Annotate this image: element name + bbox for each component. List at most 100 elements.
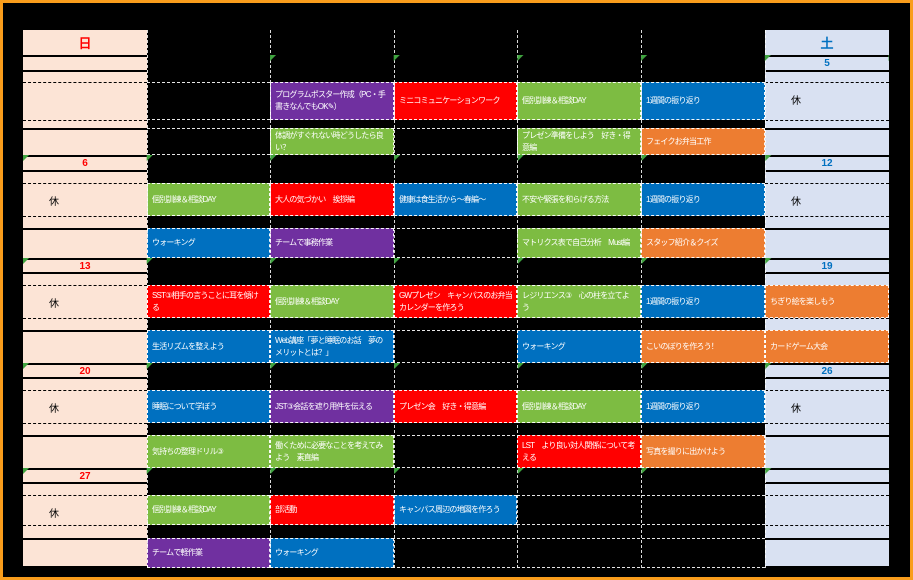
rest-label[interactable]: 休 (765, 390, 889, 423)
event-cell[interactable]: チームで事務作業 (270, 228, 394, 258)
event-cell[interactable]: ちぎり絵を楽しもう (765, 285, 889, 318)
event-cell[interactable]: カードゲーム大会 (765, 330, 889, 363)
rest-label[interactable]: 休 (23, 285, 147, 318)
saturday-date[interactable]: 5 (765, 55, 889, 70)
event-cell[interactable]: 気持ちの整理ドリル③ (147, 435, 270, 468)
event-cell[interactable]: 部活動 (270, 495, 394, 525)
sunday-date[interactable]: 27 (23, 468, 147, 482)
event-cell[interactable]: 個別訓練＆相談DAY (517, 390, 641, 423)
event-cell[interactable]: 1週間の振り返り (641, 390, 765, 423)
sunday-cell[interactable] (23, 377, 147, 390)
row-guide (147, 330, 765, 363)
sunday-cell[interactable] (23, 70, 147, 82)
sunday-cell[interactable] (23, 318, 147, 330)
event-cell[interactable]: チームで軽作業 (147, 538, 270, 568)
event-cell[interactable]: こいのぼりを作ろう！ (641, 330, 765, 363)
row-guide (147, 435, 765, 468)
sunday-cell[interactable] (23, 120, 147, 128)
saturday-cell[interactable] (765, 120, 889, 128)
saturday-cell[interactable] (765, 272, 889, 285)
saturday-cell[interactable] (765, 468, 889, 482)
event-cell[interactable]: 個別訓練＆相談DAY (147, 495, 270, 525)
saturday-cell[interactable] (765, 170, 889, 183)
saturday-header: 土 (765, 30, 889, 55)
sunday-cell[interactable] (23, 538, 147, 568)
event-cell[interactable]: 1週間の振り返り (641, 82, 765, 120)
rest-label[interactable]: 休 (23, 495, 147, 525)
event-cell[interactable]: 個別訓練＆相談DAY (147, 183, 270, 216)
cell-flag-markers (23, 363, 889, 369)
sunday-cell[interactable] (23, 525, 147, 538)
event-cell[interactable]: フェイクお弁当工作 (641, 128, 765, 155)
event-cell[interactable]: プログラムポスター作成（PC・手書きなんでもOK✎） (270, 82, 394, 120)
saturday-cell[interactable] (765, 495, 889, 525)
event-cell[interactable]: レジリエンス③ 心の柱を立てよう (517, 285, 641, 318)
sunday-cell[interactable] (23, 272, 147, 285)
saturday-cell[interactable] (765, 538, 889, 568)
event-cell[interactable]: プレゼン準備をしよう 好き・得意編 (517, 128, 641, 155)
saturday-cell[interactable] (765, 423, 889, 435)
sunday-cell[interactable] (23, 435, 147, 468)
event-cell[interactable]: 生活リズムを整えよう (147, 330, 270, 363)
event-cell[interactable]: JST③会話を遮り用件を伝える (270, 390, 394, 423)
rest-label[interactable]: 休 (765, 82, 889, 120)
saturday-cell[interactable] (765, 128, 889, 155)
event-cell[interactable]: 1週間の振り返り (641, 183, 765, 216)
rest-label[interactable]: 休 (23, 183, 147, 216)
sunday-cell[interactable] (23, 423, 147, 435)
event-cell[interactable]: 写真を撮りに出かけよう (641, 435, 765, 468)
saturday-cell[interactable] (765, 435, 889, 468)
event-cell[interactable]: 大人の気づかい 挨拶編 (270, 183, 394, 216)
saturday-cell[interactable] (765, 525, 889, 538)
sunday-cell[interactable] (23, 55, 147, 70)
event-cell[interactable]: ウォーキング (517, 330, 641, 363)
event-cell[interactable]: 体調がすぐれない時どうしたら良い？ (270, 128, 394, 155)
sunday-cell[interactable] (23, 170, 147, 183)
event-cell[interactable]: SST③相手の言うことに耳を傾ける (147, 285, 270, 318)
sunday-cell[interactable] (23, 216, 147, 228)
event-cell[interactable]: ウォーキング (270, 538, 394, 568)
event-cell[interactable]: 睡眠について学ぼう (147, 390, 270, 423)
event-cell[interactable]: プレゼン会 好き・得意編 (394, 390, 517, 423)
sunday-date[interactable]: 13 (23, 258, 147, 272)
sunday-date[interactable]: 20 (23, 363, 147, 377)
event-cell[interactable]: 不安や緊張を和らげる方法 (517, 183, 641, 216)
event-cell[interactable]: 1週間の振り返り (641, 285, 765, 318)
event-cell[interactable]: 健康は食生活から～春編～ (394, 183, 517, 216)
saturday-cell[interactable] (765, 216, 889, 228)
saturday-cell[interactable] (765, 318, 889, 330)
saturday-date[interactable]: 26 (765, 363, 889, 377)
sunday-cell[interactable] (23, 330, 147, 363)
sunday-date[interactable]: 6 (23, 155, 147, 170)
row-guide (147, 128, 765, 155)
saturday-cell[interactable] (765, 482, 889, 495)
event-cell[interactable]: ミニコミュニケーションワーク (394, 82, 517, 120)
saturday-date[interactable]: 19 (765, 258, 889, 272)
saturday-date[interactable]: 12 (765, 155, 889, 170)
event-cell[interactable]: LST より良い対人関係について考える (517, 435, 641, 468)
row-guide (147, 538, 765, 568)
event-cell[interactable]: キャンパス周辺の地図を作ろう (394, 495, 517, 525)
event-cell[interactable]: 個別訓練＆相談DAY (517, 82, 641, 120)
sunday-cell[interactable] (23, 128, 147, 155)
event-cell[interactable]: GWプレゼン キャンパスのお弁当カレンダーを作ろう (394, 285, 517, 318)
sunday-header: 日 (23, 30, 147, 55)
sunday-cell[interactable] (23, 228, 147, 258)
event-cell[interactable]: スタッフ紹介＆クイズ (641, 228, 765, 258)
row-guide (147, 228, 765, 258)
event-cell[interactable]: マトリクス表で自己分析 Must編 (517, 228, 641, 258)
cell-flag-markers (23, 258, 889, 264)
calendar-grid: 日 6 休 13 休 20 休 27 休 土 5 休 12 休 19 26 休 … (23, 30, 889, 568)
cell-flag-markers (23, 155, 889, 161)
rest-label[interactable]: 休 (23, 390, 147, 423)
saturday-cell[interactable] (765, 228, 889, 258)
event-cell[interactable]: 働くために必要なことを考えてみよう 素直編 (270, 435, 394, 468)
event-cell[interactable]: 個別訓練＆相談DAY (270, 285, 394, 318)
sunday-cell[interactable] (23, 482, 147, 495)
event-cell[interactable]: Web講座「夢と睡眠のお話 夢のメリットとは？」 (270, 330, 394, 363)
saturday-cell[interactable] (765, 70, 889, 82)
saturday-cell[interactable] (765, 377, 889, 390)
sunday-cell[interactable] (23, 82, 147, 120)
event-cell[interactable]: ウォーキング (147, 228, 270, 258)
rest-label[interactable]: 休 (765, 183, 889, 216)
